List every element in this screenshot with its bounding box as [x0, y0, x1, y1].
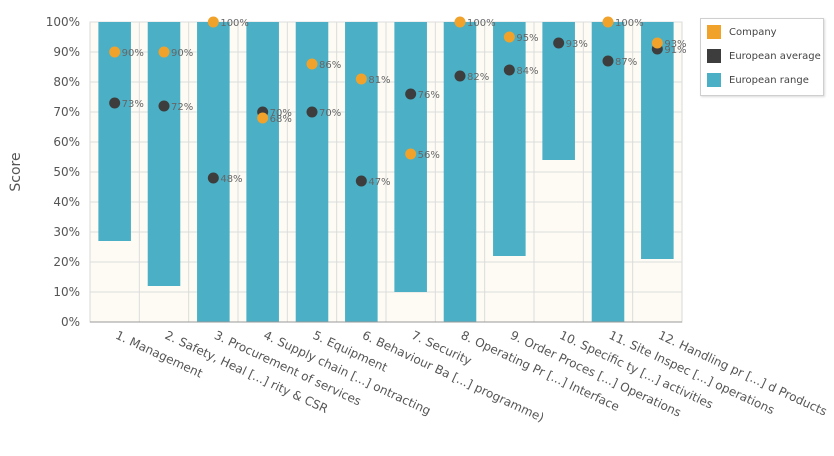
european-average-point[interactable]: [158, 100, 170, 112]
y-tick-label: 30%: [53, 225, 80, 239]
legend-swatch-company: [707, 25, 721, 39]
legend-item-company[interactable]: Company: [707, 24, 777, 40]
y-tick-label: 90%: [53, 45, 80, 59]
company-data-label: 86%: [319, 60, 341, 71]
y-tick-label: 60%: [53, 135, 80, 149]
company-point[interactable]: [405, 148, 417, 160]
range-bar[interactable]: [98, 22, 131, 241]
company-point[interactable]: [503, 31, 515, 43]
european-average-data-label: 70%: [270, 108, 292, 119]
company-point[interactable]: [158, 46, 170, 58]
european-average-point[interactable]: [405, 88, 417, 100]
range-bar[interactable]: [295, 22, 329, 322]
y-tick-label: 20%: [53, 255, 80, 269]
european-average-point[interactable]: [355, 175, 367, 187]
range-bar[interactable]: [641, 22, 674, 259]
company-point[interactable]: [306, 58, 318, 70]
european-average-point[interactable]: [306, 106, 318, 118]
company-point[interactable]: [454, 16, 466, 28]
european-average-point[interactable]: [602, 55, 614, 67]
company-point[interactable]: [602, 16, 614, 28]
company-point[interactable]: [355, 73, 367, 85]
y-tick-label: 10%: [53, 285, 80, 299]
range-bar[interactable]: [246, 22, 279, 322]
european-average-point[interactable]: [503, 64, 515, 76]
legend-label-company: Company: [729, 26, 777, 38]
y-tick-label: 50%: [53, 165, 80, 179]
legend-swatch-european-average: [707, 49, 721, 63]
company-data-label: 100%: [615, 18, 644, 29]
european-average-data-label: 70%: [319, 108, 341, 119]
y-tick-label: 40%: [53, 195, 80, 209]
legend-swatch-european-range: [707, 73, 721, 87]
company-point[interactable]: [651, 37, 663, 49]
european-average-data-label: 93%: [566, 39, 588, 50]
legend-item-european-range[interactable]: European range: [707, 72, 809, 88]
company-data-label: 95%: [516, 33, 538, 44]
y-tick-label: 80%: [53, 75, 80, 89]
company-data-label: 90%: [122, 48, 144, 59]
european-average-data-label: 73%: [122, 99, 144, 110]
european-average-data-label: 87%: [615, 57, 637, 68]
range-bar[interactable]: [443, 22, 477, 322]
european-average-point[interactable]: [553, 37, 565, 49]
european-average-data-label: 76%: [418, 90, 440, 101]
european-average-data-label: 47%: [368, 177, 390, 188]
range-bar[interactable]: [197, 22, 230, 322]
legend-label-european-range: European range: [729, 74, 809, 86]
x-tick-label: 1. Management: [113, 328, 205, 381]
european-average-data-label: 84%: [516, 66, 538, 77]
y-axis-label: Score: [8, 152, 24, 191]
company-point[interactable]: [257, 112, 269, 124]
european-average-data-label: 72%: [171, 102, 193, 113]
legend-label-european-average: European average: [729, 50, 821, 62]
legend-item-european-average[interactable]: European average: [707, 48, 821, 64]
y-tick-label: 70%: [53, 105, 80, 119]
y-tick-label: 100%: [46, 15, 80, 29]
range-bar[interactable]: [493, 22, 526, 256]
company-data-label: 56%: [418, 150, 440, 161]
company-data-label: 90%: [171, 48, 193, 59]
y-tick-label: 0%: [61, 315, 80, 329]
european-average-point[interactable]: [109, 97, 121, 109]
company-data-label: 100%: [220, 18, 249, 29]
range-bar[interactable]: [345, 22, 378, 322]
company-data-label: 68%: [270, 114, 292, 125]
company-data-label: 93%: [664, 39, 686, 50]
company-point[interactable]: [109, 46, 121, 58]
company-data-label: 81%: [368, 75, 390, 86]
european-average-point[interactable]: [454, 70, 466, 82]
legend: Company European average European range: [700, 18, 824, 96]
range-bar[interactable]: [591, 22, 625, 322]
european-average-data-label: 48%: [220, 174, 242, 185]
european-average-data-label: 91%: [664, 45, 686, 56]
company-data-label: 100%: [467, 18, 496, 29]
european-average-point[interactable]: [207, 172, 219, 184]
european-average-data-label: 82%: [467, 72, 489, 83]
range-bar[interactable]: [147, 22, 181, 286]
company-point[interactable]: [207, 16, 219, 28]
